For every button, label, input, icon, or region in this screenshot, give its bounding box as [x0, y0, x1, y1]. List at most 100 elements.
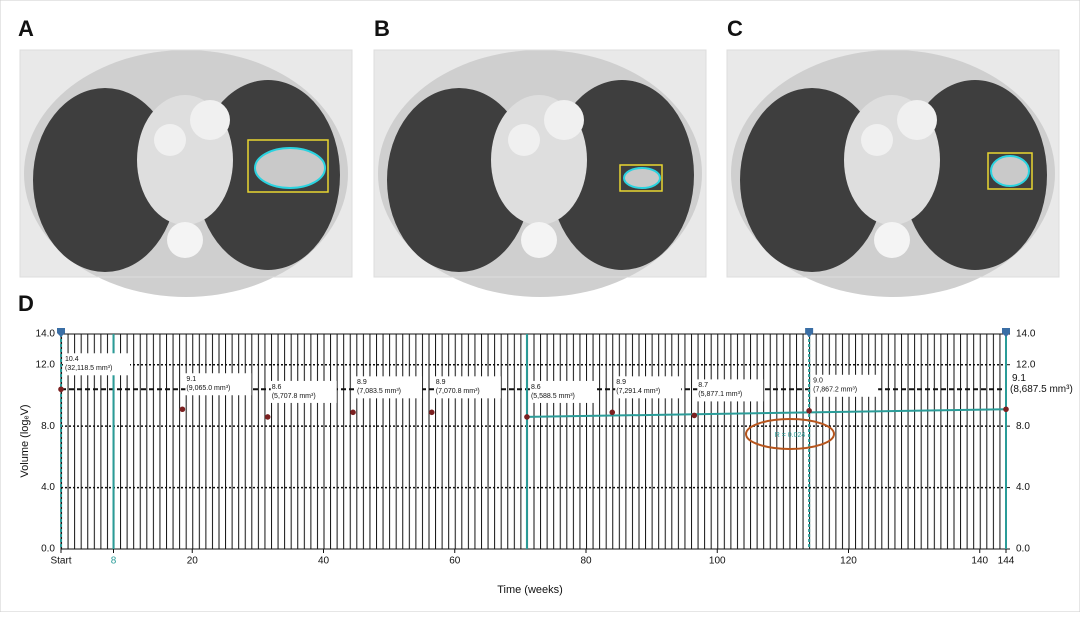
label-background — [64, 353, 130, 376]
ct-frame-overlay — [19, 49, 353, 278]
value-label: 9.1 — [186, 376, 196, 383]
x-axis-title: Time (weeks) — [497, 584, 563, 596]
volume-label: (9,065.0 mm³) — [186, 385, 230, 392]
data-point — [428, 409, 435, 416]
panel-label: B — [374, 16, 390, 41]
volume-label: (32,118.5 mm³) — [65, 365, 112, 372]
data-point — [179, 406, 186, 413]
volume-label: (7,083.5 mm³) — [357, 388, 401, 395]
label-background — [697, 379, 764, 402]
ct-lung — [550, 80, 694, 270]
x-tick-label: 40 — [318, 556, 330, 567]
data-point — [691, 412, 698, 419]
tumor — [623, 167, 661, 189]
volume-label: (8,687.5 mm³) — [1010, 384, 1073, 395]
annotation-ellipse — [745, 418, 835, 450]
panel-label: D — [18, 291, 34, 316]
y2-tick-label: 12.0 — [1016, 359, 1036, 370]
ct-spine — [521, 222, 557, 258]
tumor-box — [619, 164, 663, 192]
panel-label: C — [727, 16, 743, 41]
marker-head — [1002, 328, 1010, 337]
data-point — [1003, 406, 1009, 413]
ct-vessel — [508, 124, 540, 156]
y-tick-label: 14.0 — [36, 329, 56, 340]
y-axis-title: Volume (logₑV) — [19, 404, 31, 477]
ct-image — [726, 49, 1060, 297]
label-background — [270, 380, 337, 403]
volume-label: (5,588.5 mm³) — [531, 393, 575, 400]
annotation: R = 0.024 — [775, 432, 806, 439]
data-point — [609, 409, 616, 416]
value-label: 10.4 — [65, 356, 79, 363]
value-label: 9.1 — [1012, 373, 1026, 384]
y2-tick-label: 4.0 — [1016, 482, 1030, 493]
tumor-box — [987, 152, 1033, 190]
y2-tick-label: 8.0 — [1016, 421, 1030, 432]
volume-label: (7,291.4 mm³) — [616, 388, 660, 395]
volume-label: (5,707.8 mm³) — [272, 393, 316, 400]
x-tick-label: 144 — [998, 556, 1015, 567]
value-label: 8.9 — [357, 379, 367, 386]
y-tick-label: 8.0 — [41, 421, 55, 432]
ct-vessel — [544, 100, 584, 140]
y-tick-label: 4.0 — [41, 482, 55, 493]
data-point — [806, 407, 812, 414]
label-background — [434, 376, 501, 399]
ct-image — [373, 49, 707, 297]
ct-lung — [33, 88, 177, 272]
y-tick-label: 12.0 — [36, 359, 56, 370]
y-tick-label: 0.0 — [41, 544, 55, 555]
label-background — [812, 374, 879, 397]
data-point — [524, 414, 530, 420]
label-background — [529, 380, 596, 403]
x-tick-label: 60 — [449, 556, 461, 567]
ct-vessel — [861, 124, 893, 156]
ct-vessel — [897, 100, 937, 140]
y2-tick-label: 0.0 — [1016, 544, 1030, 555]
volume-label: (5,877.1 mm³) — [698, 391, 742, 398]
label-background — [615, 376, 682, 399]
value-label: 8.9 — [616, 379, 626, 386]
marker-head — [805, 328, 814, 337]
volume-label: (7,867.2 mm³) — [813, 387, 857, 394]
volume-label: (7,070.8 mm³) — [436, 388, 480, 395]
ct-frame-overlay — [726, 49, 1060, 278]
x-tick-label: 80 — [580, 556, 592, 567]
panel-label: A — [18, 16, 34, 41]
x-tick-label: 100 — [709, 556, 726, 567]
tumor — [990, 155, 1030, 187]
tumor-box — [247, 139, 329, 193]
x-tick-label: 120 — [840, 556, 857, 567]
ct-lung — [387, 88, 531, 272]
ct-lung — [903, 80, 1047, 270]
ct-frame-overlay — [373, 49, 707, 278]
value-label: 8.9 — [436, 379, 446, 386]
tumor — [254, 147, 326, 189]
value-label: 9.0 — [813, 378, 823, 385]
ct-image — [19, 49, 353, 297]
data-point — [58, 386, 64, 393]
label-background — [356, 376, 423, 399]
ct-vessel — [190, 100, 230, 140]
x-tick-label: 140 — [971, 556, 988, 567]
data-point — [350, 409, 356, 416]
x-tick-label: 8 — [111, 556, 117, 567]
value-label: 8.7 — [698, 382, 708, 389]
value-label: 8.6 — [531, 384, 541, 391]
y2-tick-label: 14.0 — [1016, 329, 1036, 340]
ct-lung — [740, 88, 884, 272]
x-tick-label: 20 — [187, 556, 199, 567]
ct-spine — [167, 222, 203, 258]
x-tick-label: Start — [50, 556, 71, 567]
ct-vessel — [154, 124, 186, 156]
data-point — [264, 414, 271, 420]
ct-spine — [874, 222, 910, 258]
marker-head — [57, 328, 65, 337]
value-label: 8.6 — [272, 384, 282, 391]
label-background — [185, 373, 252, 396]
weekly-grid — [61, 334, 1006, 549]
trend-line — [526, 408, 1007, 418]
